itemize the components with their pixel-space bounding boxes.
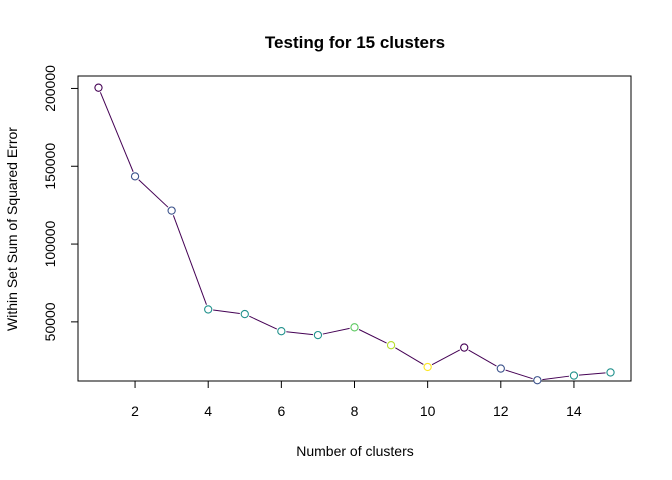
y-axis-label: Within Set Sum of Squared Error [4, 127, 20, 331]
data-point [606, 368, 615, 377]
x-tick-label: 10 [420, 403, 436, 419]
series-wsse [94, 83, 615, 385]
data-point [350, 323, 359, 332]
y-axis: 50000 100000 150000 200000 [42, 65, 79, 341]
plot-frame [77, 75, 632, 382]
data-point [533, 376, 542, 385]
y-tick-label: 150000 [42, 143, 58, 190]
series-line-segment [99, 92, 134, 172]
series-line-segment [138, 179, 169, 208]
series-line-segment [358, 329, 387, 344]
x-tick-label: 8 [351, 403, 359, 419]
data-point [94, 83, 103, 92]
series-line-segment [286, 331, 314, 336]
x-tick-label: 2 [131, 403, 139, 419]
data-point [460, 343, 469, 352]
series-line-segment [542, 375, 570, 381]
data-point [386, 341, 396, 350]
chart-title: Testing for 15 clusters [265, 33, 445, 52]
series-line-segment [578, 372, 606, 376]
data-point [496, 364, 505, 373]
y-tick-label: 50000 [42, 302, 58, 341]
series-line-segment [395, 347, 424, 365]
series-line-segment [249, 315, 278, 330]
series-line-segment [322, 327, 350, 335]
data-point [204, 305, 213, 314]
x-axis-label: Number of clusters [296, 443, 413, 459]
series-line-segment [468, 349, 497, 367]
data-point [569, 371, 579, 380]
x-tick-label: 14 [566, 403, 582, 419]
y-tick-label: 200000 [42, 65, 58, 112]
x-tick-label: 6 [277, 403, 285, 419]
series-line-segment [431, 349, 461, 366]
x-tick-label: 12 [493, 403, 509, 419]
series-line-segment [172, 215, 207, 305]
data-point [313, 330, 323, 340]
x-tick-label: 4 [204, 403, 212, 419]
data-point [240, 309, 249, 319]
data-point [130, 172, 140, 181]
y-tick-label: 100000 [42, 220, 58, 267]
data-point [423, 362, 432, 372]
x-axis: 2 4 6 8 10 12 14 [131, 380, 582, 419]
series-line-segment [213, 309, 240, 314]
data-point [167, 206, 176, 215]
data-point [277, 327, 286, 336]
series-line-segment [505, 369, 533, 380]
